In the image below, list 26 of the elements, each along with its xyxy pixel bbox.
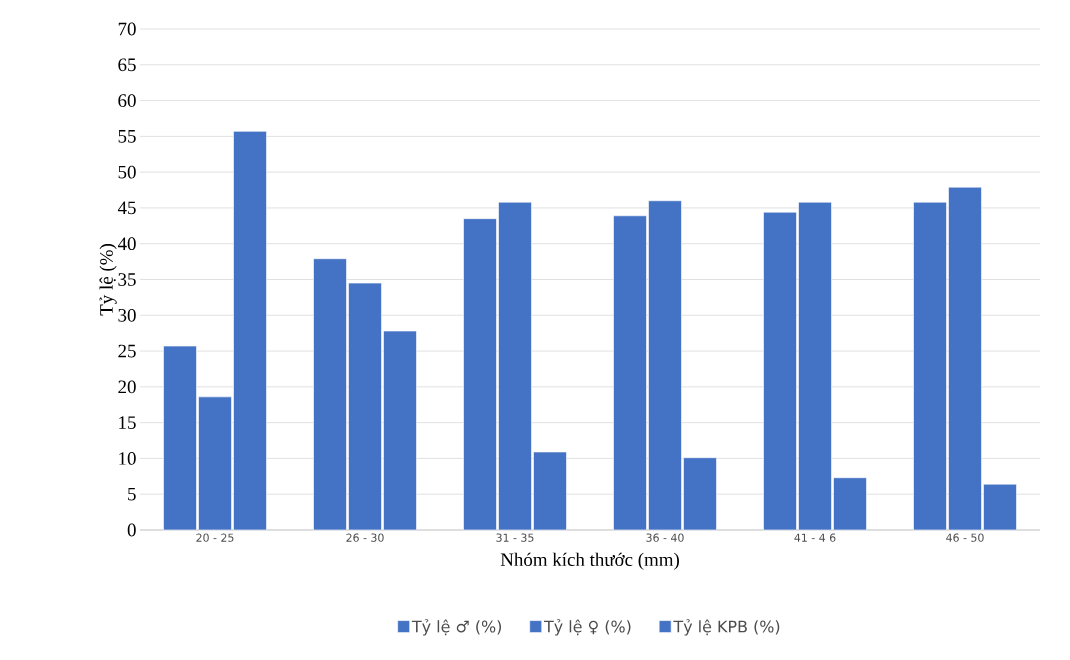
legend-label: Tỷ lệ ♀ (%): [543, 619, 631, 636]
x-tick-label: 46 - 50: [946, 533, 984, 542]
y-tick-label: 45: [117, 201, 136, 215]
y-tick-label: 70: [118, 22, 136, 36]
legend-label: Tỷ lệ ♂ (%): [411, 619, 502, 636]
x-tick-label: 20 - 25: [196, 533, 234, 542]
y-tick-label: 65: [118, 58, 136, 72]
x-tick-label: 41 - 4 6: [794, 533, 836, 542]
x-tick-label: 26 - 30: [346, 533, 384, 542]
y-tick-label: 30: [118, 308, 136, 322]
y-tick-label: 20: [118, 380, 136, 394]
y-tick-label: 50: [118, 165, 136, 179]
y-tick-label: 10: [119, 452, 136, 465]
y-tick-label: 5: [128, 487, 136, 501]
y-axis-title: Tỷ lệ (%): [99, 244, 117, 316]
x-axis-title: Nhóm kích thước (mm): [500, 552, 679, 570]
y-tick-label: 55: [118, 130, 136, 143]
legend-label: Tỷ lệ KPB (%): [673, 619, 780, 636]
y-tick-label: 15: [119, 416, 136, 429]
y-tick-label: 60: [118, 94, 136, 107]
y-tick-label: 25: [118, 344, 136, 358]
y-tick-label: 0: [127, 523, 136, 537]
y-tick-label: 40: [117, 237, 136, 251]
y-tick-label: 35: [118, 273, 136, 286]
x-tick-label: 31 - 35: [496, 533, 534, 542]
x-tick-label: 36 - 40: [646, 533, 684, 542]
